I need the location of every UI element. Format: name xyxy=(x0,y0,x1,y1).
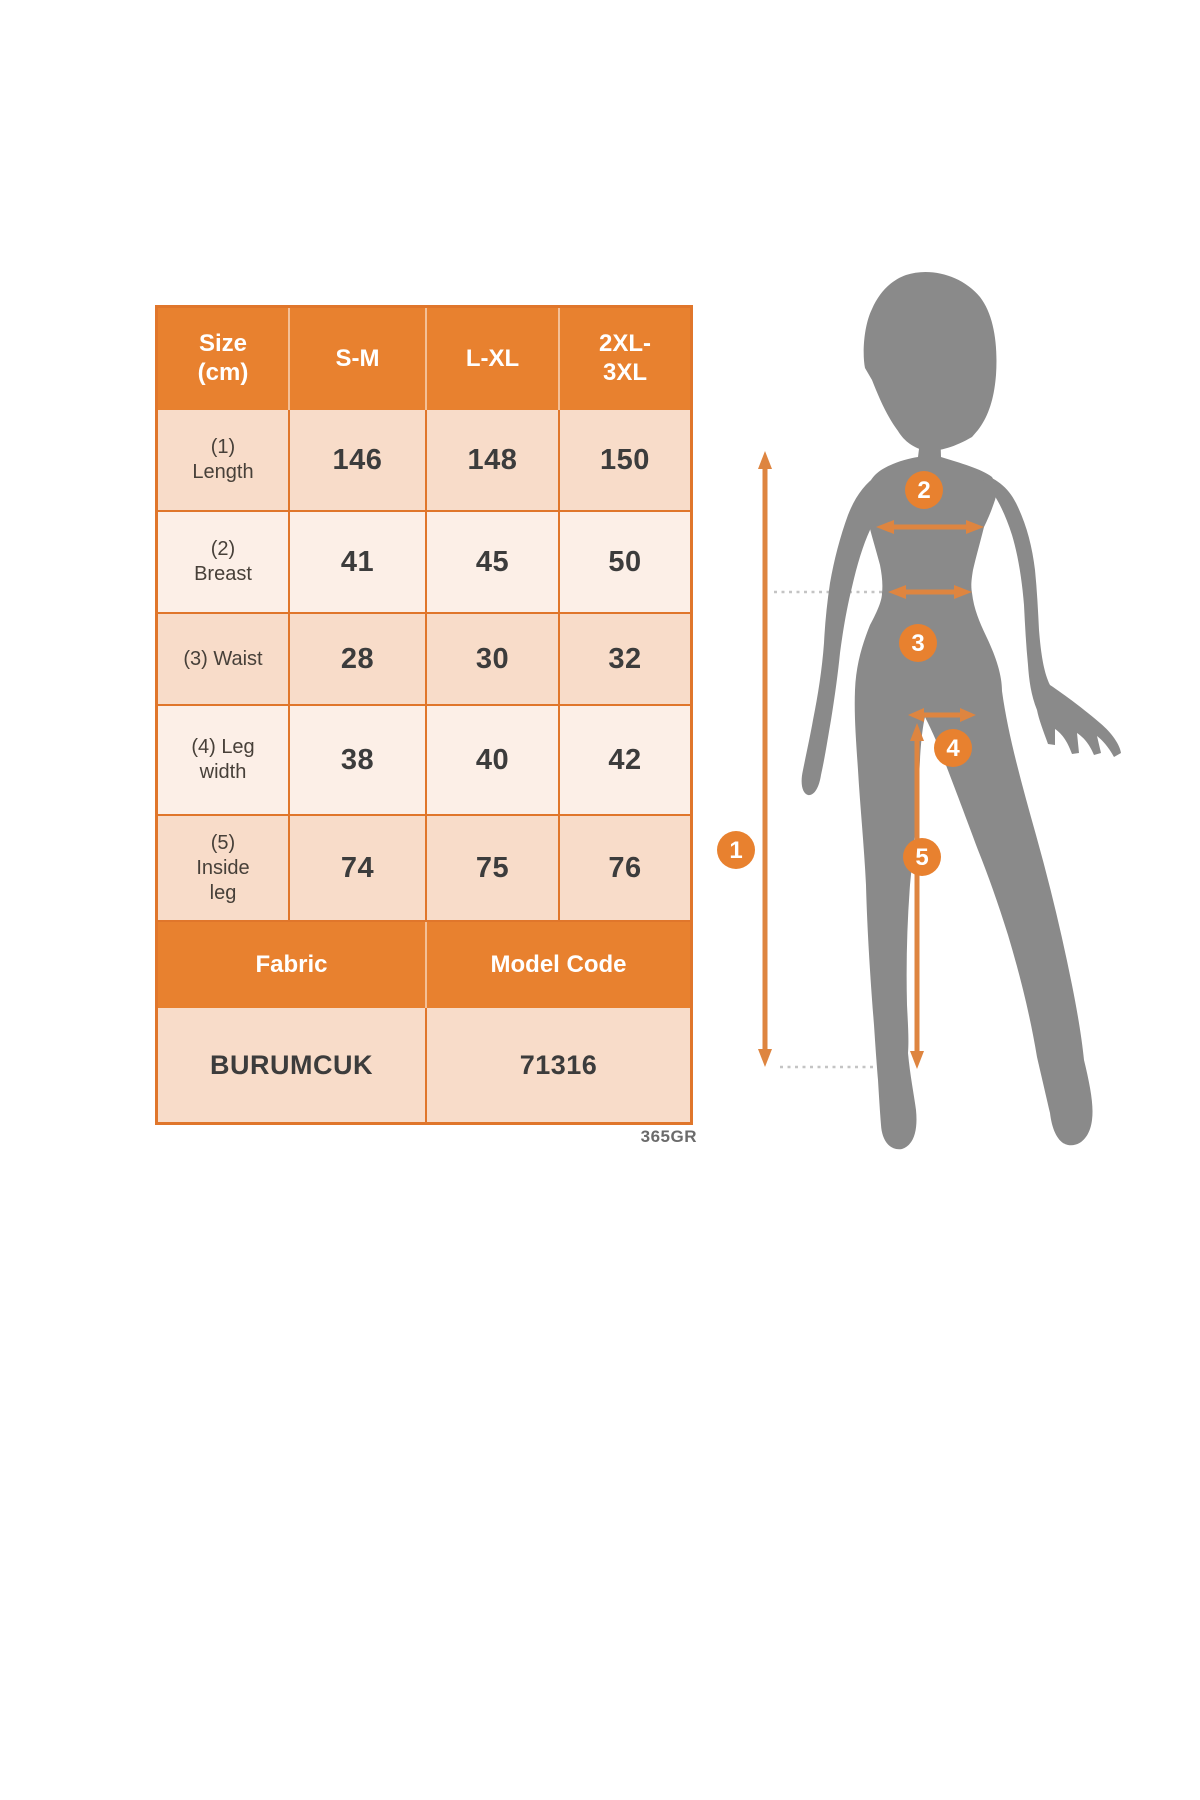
value-inside-leg-2xl-3xl: 76 xyxy=(560,816,690,922)
value-breast-l-xl: 45 xyxy=(427,512,560,614)
row-label-leg-width: (4) Leg width xyxy=(158,706,290,816)
value-waist-s-m: 28 xyxy=(290,614,427,706)
value-length-l-xl: 148 xyxy=(427,410,560,512)
value-waist-l-xl: 30 xyxy=(427,614,560,706)
value-waist-2xl-3xl: 32 xyxy=(560,614,690,706)
size-chart-grid: Size (cm) S-M L-XL 2XL- 3XL (1) Length 1… xyxy=(158,308,690,1122)
svg-text:5: 5 xyxy=(915,844,928,871)
breast-arrow xyxy=(876,520,984,534)
svg-text:2: 2 xyxy=(917,477,930,504)
value-model-code: 71316 xyxy=(427,1008,690,1122)
header-cell-size-cm: Size (cm) xyxy=(158,308,290,410)
measure-badge-5: 5 xyxy=(903,838,941,876)
silhouette-body xyxy=(854,425,1093,1150)
value-length-s-m: 146 xyxy=(290,410,427,512)
value-leg-width-l-xl: 40 xyxy=(427,706,560,816)
value-breast-2xl-3xl: 50 xyxy=(560,512,690,614)
size-chart-table: Size (cm) S-M L-XL 2XL- 3XL (1) Length 1… xyxy=(155,305,693,1125)
svg-text:3: 3 xyxy=(911,630,924,657)
value-breast-s-m: 41 xyxy=(290,512,427,614)
value-leg-width-s-m: 38 xyxy=(290,706,427,816)
row-label-breast: (2) Breast xyxy=(158,512,290,614)
body-measurement-figure: 1 2 3 4 5 xyxy=(700,225,1200,1205)
silhouette-right-arm xyxy=(978,473,1121,757)
header-cell-fabric: Fabric xyxy=(158,922,427,1008)
silhouette-left-arm xyxy=(801,475,885,796)
value-inside-leg-l-xl: 75 xyxy=(427,816,560,922)
header-cell-s-m: S-M xyxy=(290,308,427,410)
header-cell-model-code: Model Code xyxy=(427,922,690,1008)
header-cell-2xl-3xl: 2XL- 3XL xyxy=(560,308,690,410)
row-label-waist: (3) Waist xyxy=(158,614,290,706)
row-label-length: (1) Length xyxy=(158,410,290,512)
svg-text:1: 1 xyxy=(729,837,742,864)
measure-badge-1: 1 xyxy=(717,831,755,869)
value-fabric: BURUMCUK xyxy=(158,1008,427,1122)
measure-badge-2: 2 xyxy=(905,471,943,509)
waist-arrow xyxy=(888,585,972,599)
watermark-code: 365GR xyxy=(640,1127,697,1146)
inside-leg-arrow xyxy=(910,723,924,1069)
measure-badge-3: 3 xyxy=(899,624,937,662)
measurement-diagram: 1 2 3 4 5 xyxy=(717,271,1121,1150)
header-cell-l-xl: L-XL xyxy=(427,308,560,410)
woman-silhouette xyxy=(801,271,1121,1150)
value-leg-width-2xl-3xl: 42 xyxy=(560,706,690,816)
svg-text:4: 4 xyxy=(946,735,960,762)
value-length-2xl-3xl: 150 xyxy=(560,410,690,512)
leg-width-arrow xyxy=(908,708,976,722)
silhouette-head xyxy=(863,271,997,451)
row-label-inside-leg: (5) Inside leg xyxy=(158,816,290,922)
measure-badge-4: 4 xyxy=(934,729,972,767)
value-inside-leg-s-m: 74 xyxy=(290,816,427,922)
length-arrow xyxy=(758,451,772,1067)
